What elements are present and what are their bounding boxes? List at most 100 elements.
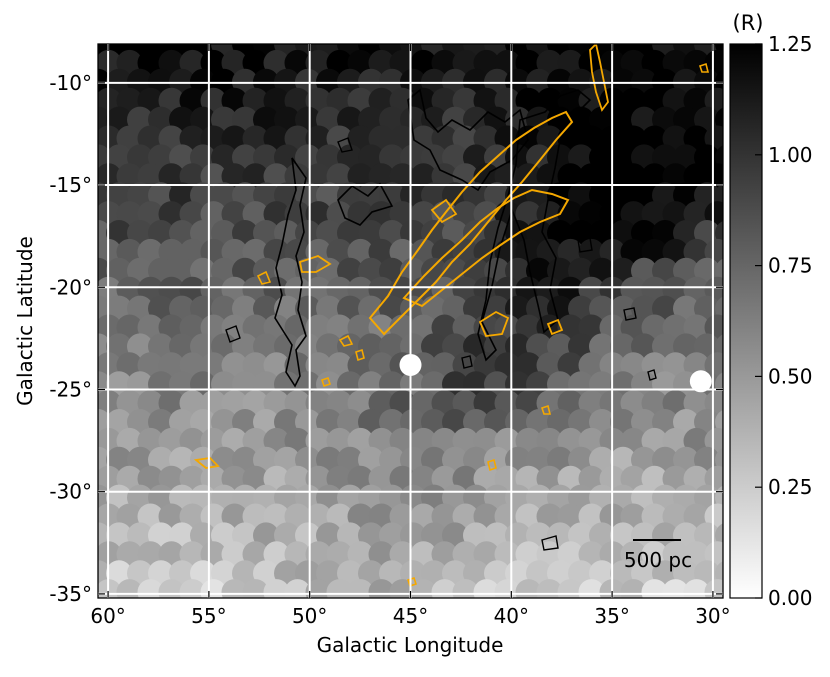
map-cell [337,144,363,171]
map-cell [347,314,374,341]
map-cell [316,295,342,322]
map-cell [662,163,689,190]
map-cell [274,68,300,95]
black-contour-west-arm [337,182,394,226]
map-cell [358,144,384,171]
map-cell [368,49,395,76]
map-cell [473,125,500,152]
map-cell [305,87,332,114]
map-cell [494,503,521,530]
map-cell [127,371,153,398]
map-cell [442,522,468,549]
map-cell [568,333,594,360]
map-cell [631,333,657,360]
map-cell [200,201,227,228]
map-cell [347,87,374,114]
map-cell [137,352,164,379]
map-cell [106,409,132,435]
map-cell [484,560,510,587]
map-cell [274,371,300,398]
map-cell [379,409,405,435]
map-cell [400,446,426,473]
colorbar-tick-label: 0.75 [768,254,813,278]
map-cell [610,68,636,95]
map-cell [263,49,290,76]
map-cell [263,238,290,265]
map-cell [578,125,605,152]
map-cell [379,295,405,322]
map-cell [179,465,206,492]
map-cell [221,352,248,379]
map-cell [442,144,468,171]
map-cell [463,522,489,549]
map-cell [410,427,437,454]
map-cell [410,238,437,265]
map-cell [232,68,258,95]
map-cell [547,560,573,587]
map-cell [442,295,468,322]
intensity-map [98,44,723,598]
map-cell [557,49,584,76]
map-cell [127,68,153,95]
map-cell [316,409,342,435]
map-cell [158,238,185,265]
map-cell [169,144,195,171]
map-cell [358,446,384,473]
map-cell [106,560,132,587]
map-cell [200,125,227,152]
map-cell [337,371,363,398]
map-cell [368,238,395,265]
map-cell [673,446,699,473]
map-cell [389,49,416,76]
map-cell [242,427,269,454]
map-cell [568,182,594,209]
map-cell [589,295,615,322]
map-cell [610,220,636,246]
map-cell [662,87,689,114]
map-cell [536,465,563,492]
map-cell [463,409,489,435]
map-cell [200,541,227,568]
map-cell [253,522,279,549]
colorbar-ticks: 0.00 0.25 0.50 0.75 1.00 1.25 [755,32,813,610]
map-cell [557,541,584,568]
map-cell [337,257,363,284]
map-cell [452,503,479,530]
map-cell [652,220,678,246]
map-cell [473,503,500,530]
map-cell [274,220,300,246]
map-cell [106,182,132,209]
map-cell [452,465,479,492]
map-cell [662,352,689,379]
map-cell [515,390,542,417]
map-cell [211,409,237,435]
map-cell [169,446,195,473]
map-cell [452,352,479,379]
map-cell [179,238,206,265]
map-cell [295,106,321,133]
map-cell [127,560,153,587]
map-cell [547,409,573,435]
map-cell [326,163,353,190]
map-cell [232,220,258,246]
map-cell [284,49,311,76]
map-cell [137,238,164,265]
map-cell [547,371,573,398]
map-cell [284,87,311,114]
map-cell [484,446,510,473]
map-cell [316,257,342,284]
map-cell [347,503,374,530]
map-cell [169,106,195,133]
map-cell [652,560,678,587]
map-cell [127,220,153,246]
map-cell [379,106,405,133]
map-cell [200,276,227,303]
map-cell [610,144,636,171]
colorbar-tick-label: 1.00 [768,143,813,167]
map-cell [148,333,174,360]
map-cell [431,238,458,265]
map-cell [662,427,689,454]
map-cell [221,201,248,228]
map-cell [253,220,279,246]
map-cell [295,68,321,95]
